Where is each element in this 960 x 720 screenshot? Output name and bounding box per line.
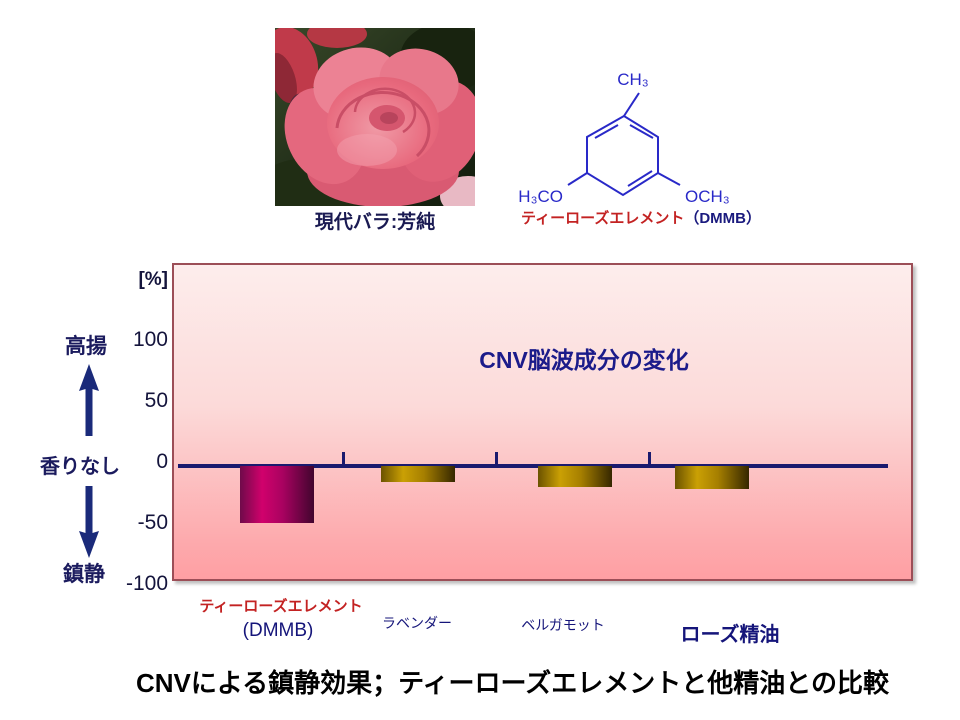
rose-photo-image <box>275 28 475 206</box>
x-label-tea-rose-element: ティーローズエレメント <box>199 598 363 615</box>
slide-title: CNVによる鎮静効果；ティーローズエレメントと他精油との比較 <box>136 668 889 698</box>
y-tick-label: -100 <box>125 572 168 595</box>
molecule-left-group-label: H₃CO <box>518 187 563 206</box>
benzene-ring-diagram: CH₃ H₃CO OCH₃ <box>518 70 730 206</box>
label-no-scent: 香りなし <box>40 456 120 478</box>
bar-2 <box>381 466 455 482</box>
x-label-bergamot: ベルガモット <box>521 617 605 633</box>
y-axis-unit-label: [%] <box>138 269 168 290</box>
chart-title: CNV脳波成分の変化 <box>479 347 689 373</box>
x-axis-tick <box>342 452 345 466</box>
molecule-right-group-label: OCH₃ <box>685 187 730 206</box>
molecule-caption-name: ティーローズエレメント <box>520 210 685 227</box>
rose-photo <box>275 28 475 206</box>
bar-1 <box>240 466 314 523</box>
molecule-structure: CH₃ H₃CO OCH₃ <box>500 52 750 212</box>
chart-plot-area: CNV脳波成分の変化 <box>172 263 913 581</box>
bar-3 <box>538 466 612 487</box>
up-arrow-icon <box>79 364 99 436</box>
y-axis-tick-labels: 100 50 0 -50 -100 <box>84 263 168 595</box>
x-axis-line <box>178 464 888 468</box>
x-axis-tick <box>648 452 651 466</box>
label-elevation: 高揚 <box>65 335 107 358</box>
y-tick-label: 50 <box>144 389 168 412</box>
down-arrow-icon <box>79 486 99 558</box>
rose-caption: 現代バラ:芳純 <box>314 212 436 233</box>
y-tick-label: 100 <box>132 328 168 351</box>
molecule-caption: ティーローズエレメント（DMMB） <box>505 207 777 228</box>
y-tick-label: -50 <box>137 511 168 534</box>
molecule-top-group-label: CH₃ <box>617 70 648 89</box>
label-sedation: 鎮静 <box>63 563 105 586</box>
x-axis-tick <box>495 452 498 466</box>
x-label-lavender: ラベンダー <box>382 615 452 631</box>
y-tick-label: 0 <box>156 450 168 473</box>
bar-4 <box>675 466 749 489</box>
x-label-rose-oil: ローズ精油 <box>680 624 780 646</box>
x-label-dmmb: (DMMB) <box>242 620 314 641</box>
molecule-caption-abbr: （DMMB） <box>684 210 761 227</box>
